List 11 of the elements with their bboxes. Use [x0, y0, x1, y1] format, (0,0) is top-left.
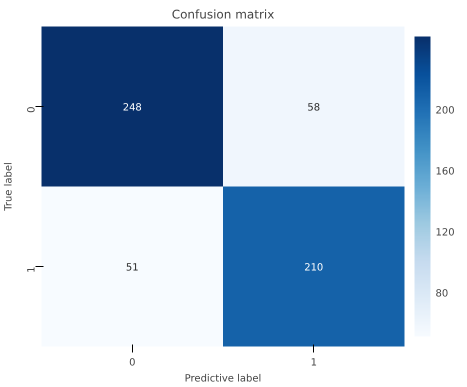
data-label: 248 — [122, 102, 142, 114]
color-bar-label: 160 — [436, 166, 455, 178]
data-label: 210 — [304, 262, 324, 274]
color-bar-label: 80 — [436, 288, 448, 300]
y-axis-title: True label — [4, 162, 14, 212]
data-label: 58 — [307, 102, 320, 114]
color-bar-label: 120 — [436, 227, 455, 238]
color-bar-label: 200 — [436, 106, 455, 117]
chart-title: Confusion matrix — [172, 8, 274, 22]
x-axis-title: Predictive label — [184, 374, 262, 384]
data-label: 51 — [126, 262, 139, 274]
